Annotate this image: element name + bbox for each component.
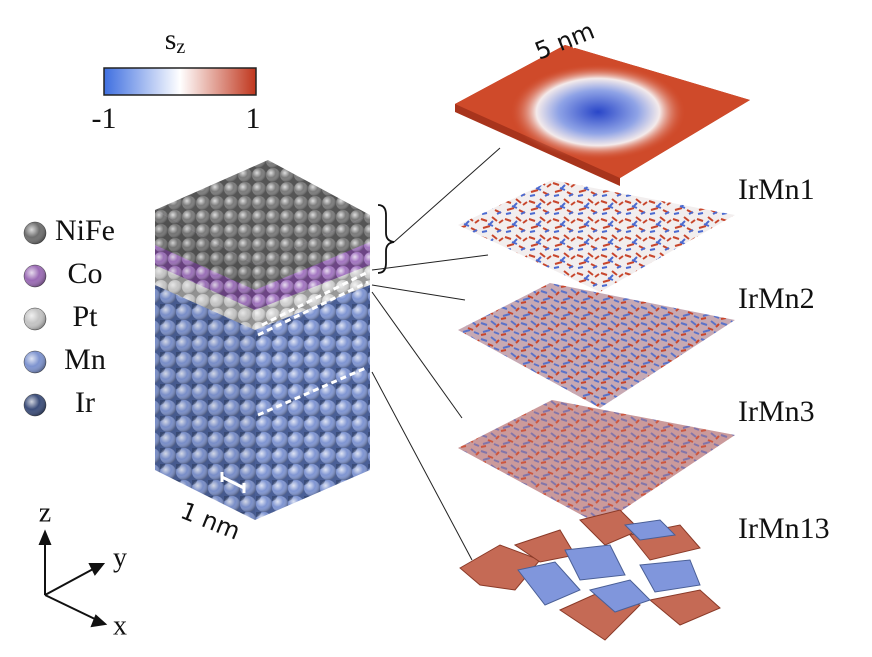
crystal	[155, 160, 370, 520]
legend-swatch-shade	[24, 351, 46, 373]
colorbar	[103, 67, 257, 96]
layer-label: IrMn3	[738, 395, 815, 428]
colorbar-max: 1	[246, 102, 261, 135]
legend-label: Mn	[64, 343, 106, 376]
colorbar-min: -1	[92, 102, 117, 135]
axes-glyph	[38, 529, 108, 628]
legend-label: Co	[67, 257, 102, 290]
legend-label: Pt	[72, 300, 98, 333]
legend-swatch-shade	[24, 222, 46, 244]
colorbar-label: sz	[165, 23, 186, 58]
connectors	[371, 147, 501, 561]
layer-label: IrMn13	[738, 512, 830, 545]
layers	[455, 37, 750, 641]
legend-label: Ir	[75, 386, 95, 419]
legend-swatch-shade	[24, 308, 46, 330]
layer-label: IrMn2	[738, 282, 815, 315]
brace	[377, 204, 395, 274]
layer-label: IrMn1	[738, 173, 815, 206]
axis-label: z	[39, 497, 51, 528]
axis-label: y	[113, 542, 127, 573]
legend: NiFe Co Pt Mn Ir	[23, 214, 115, 419]
legend-swatch-shade	[24, 265, 46, 287]
legend-label: NiFe	[55, 214, 115, 247]
legend-swatch-shade	[24, 394, 46, 416]
axis-label: x	[113, 610, 127, 641]
